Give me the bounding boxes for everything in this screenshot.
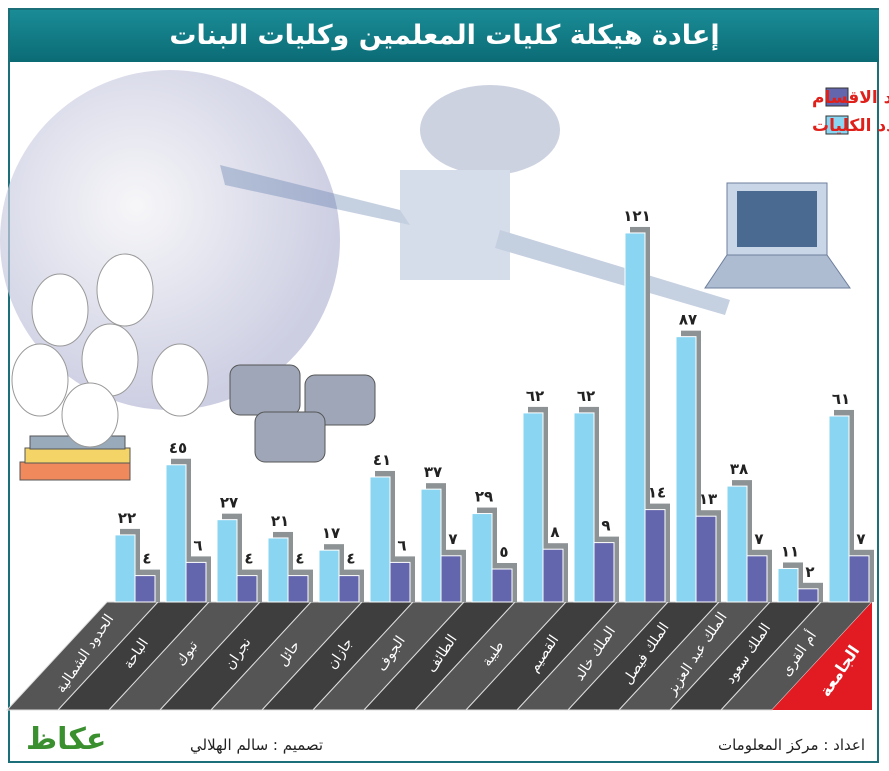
data-label: ٢٢ <box>118 509 136 527</box>
data-label: ٤٥ <box>169 439 187 457</box>
data-label: ٤ <box>346 550 355 568</box>
bar <box>543 549 563 602</box>
data-label: ٥ <box>499 543 508 561</box>
data-label: ٧ <box>754 530 763 548</box>
data-label: ٤ <box>142 550 151 568</box>
bar <box>676 337 696 602</box>
bar <box>849 556 869 602</box>
data-label: ٢٧ <box>220 494 238 512</box>
data-label: ١٧ <box>322 524 340 542</box>
chart: عدد الاقسام عدد الكليات الحدود الشماليةال… <box>0 0 889 771</box>
bar <box>288 576 308 602</box>
data-label: ٦ <box>397 536 406 554</box>
data-label: ٣٨ <box>730 460 748 478</box>
data-label: ٤١ <box>373 451 391 469</box>
data-label: ٨ <box>550 523 559 541</box>
bar <box>166 465 186 602</box>
legend-label: عدد الاقسام <box>812 88 889 108</box>
legend: عدد الاقسام عدد الكليات <box>812 88 889 136</box>
bar <box>829 416 849 602</box>
bar <box>390 562 410 602</box>
laptop-decoration <box>705 183 850 288</box>
data-label: ٢ <box>805 563 814 581</box>
bar <box>645 510 665 602</box>
logo: عكاظ <box>26 722 106 757</box>
data-label: ٧ <box>856 530 865 548</box>
data-label: ٤ <box>295 550 304 568</box>
legend-label: عدد الكليات <box>812 116 889 136</box>
data-label: ٦ <box>193 536 202 554</box>
data-label: ٩ <box>601 517 610 535</box>
designer: تصميم : سالم الهلالي <box>190 736 323 754</box>
data-label: ١٣ <box>699 490 717 508</box>
bar <box>237 576 257 602</box>
bar <box>135 576 155 602</box>
data-label: ٦٢ <box>526 387 544 405</box>
data-label: ٢١ <box>271 512 289 530</box>
prepared-by: اعداد : مركز المعلومات <box>718 736 865 754</box>
data-label: ١١ <box>781 542 799 560</box>
data-label: ٢٩ <box>475 488 493 506</box>
bar <box>727 486 747 602</box>
bar <box>798 589 818 602</box>
data-label: ٧ <box>448 530 457 548</box>
data-label: ٤ <box>244 550 253 568</box>
bar <box>472 514 492 602</box>
bar <box>319 550 339 602</box>
bar <box>778 568 798 602</box>
bar <box>523 413 543 602</box>
bar <box>370 477 390 602</box>
data-label: ٦٢ <box>577 387 595 405</box>
bar <box>421 489 441 602</box>
bar <box>268 538 288 602</box>
bar <box>217 520 237 602</box>
bar <box>625 233 645 602</box>
keys-decoration <box>230 365 375 462</box>
data-label: ٨٧ <box>679 311 697 329</box>
bar <box>186 562 206 602</box>
bar <box>696 516 716 602</box>
bar <box>492 569 512 602</box>
data-label: ٣٧ <box>424 463 442 481</box>
bar <box>441 556 461 602</box>
bar <box>747 556 767 602</box>
data-label: ١٤ <box>648 484 666 502</box>
bar <box>594 543 614 602</box>
bar <box>574 413 594 602</box>
data-label: ٦١ <box>832 390 850 408</box>
data-label: ١٢١ <box>623 207 650 225</box>
bar <box>339 576 359 602</box>
bar <box>115 535 135 602</box>
